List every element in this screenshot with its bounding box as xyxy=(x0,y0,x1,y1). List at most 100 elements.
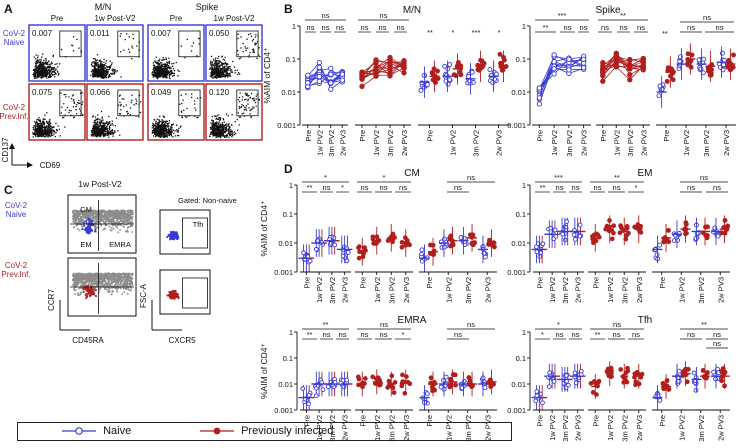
flow-event xyxy=(219,61,222,63)
flow-event xyxy=(119,95,121,97)
flow-event xyxy=(161,130,163,132)
flow-event xyxy=(172,75,174,77)
gray-event xyxy=(89,215,91,217)
flow-event xyxy=(37,74,40,76)
flow-event xyxy=(93,121,95,124)
flow-event xyxy=(212,124,214,126)
flow-event xyxy=(72,36,75,38)
flow-event xyxy=(95,134,97,136)
axis-arrow-x-head xyxy=(27,162,33,168)
sig-label: ns xyxy=(580,23,588,32)
flow-event xyxy=(157,132,160,134)
flow-event xyxy=(53,73,55,76)
flow-event xyxy=(101,74,103,77)
gray-event xyxy=(110,213,112,216)
flow-event xyxy=(219,119,222,121)
flow-event xyxy=(93,125,96,127)
flow-event xyxy=(38,132,40,135)
flow-event xyxy=(101,132,103,135)
flow-event xyxy=(124,38,126,41)
flow-event xyxy=(226,134,229,137)
flow-event xyxy=(157,135,160,137)
flow-event xyxy=(216,115,218,117)
flow-event xyxy=(101,69,103,71)
flow-event xyxy=(34,77,36,79)
flow-event xyxy=(35,123,37,126)
gray-event xyxy=(112,228,115,230)
flow-event xyxy=(105,121,107,124)
gray-event xyxy=(100,224,103,226)
gray-event xyxy=(131,231,133,233)
flow-event xyxy=(211,76,213,79)
flow-event xyxy=(220,75,222,77)
flow-event xyxy=(166,126,168,128)
gray-event xyxy=(73,221,76,224)
flow-event xyxy=(97,72,100,74)
flow-event xyxy=(157,122,159,124)
flow-event xyxy=(220,67,222,70)
flow-plot: 0.120 xyxy=(205,83,263,141)
flow-event xyxy=(155,134,157,136)
flow-event xyxy=(39,68,41,71)
x-tick-label: Pre xyxy=(358,130,367,142)
flow-event xyxy=(170,74,172,76)
flow-event xyxy=(40,124,42,127)
flow-event xyxy=(32,136,34,138)
flow-event xyxy=(245,109,247,111)
flow-event xyxy=(215,69,217,72)
flow-event xyxy=(156,73,158,75)
flow-event xyxy=(105,75,107,78)
flow-event xyxy=(71,95,74,97)
flow-event xyxy=(213,133,215,135)
flow-event xyxy=(97,75,99,77)
flow-event xyxy=(102,129,104,132)
flow-event xyxy=(53,131,56,133)
flow-event xyxy=(96,123,98,125)
flow-event xyxy=(226,68,228,70)
donor-line xyxy=(307,73,343,87)
flow-event xyxy=(40,131,42,133)
flow-event xyxy=(110,132,112,134)
flow-event xyxy=(104,71,106,73)
flow-event xyxy=(110,131,112,133)
flow-event xyxy=(111,120,113,122)
flow-event xyxy=(37,119,39,121)
flow-event xyxy=(177,129,179,132)
flow-event xyxy=(155,75,157,77)
flow-event xyxy=(35,120,38,122)
flow-event xyxy=(103,135,105,138)
flow-event xyxy=(221,63,223,65)
flow-event xyxy=(93,75,95,77)
flow-event xyxy=(41,127,44,129)
flow-event xyxy=(99,124,101,127)
flow-event xyxy=(129,114,131,116)
flow-event xyxy=(135,100,138,102)
gray-event xyxy=(90,216,93,218)
flow-event xyxy=(226,62,228,65)
flow-event xyxy=(164,63,166,65)
flow-event xyxy=(33,56,35,58)
flow-event xyxy=(216,130,218,132)
flow-event xyxy=(103,130,105,132)
flow-event xyxy=(163,116,165,118)
flow-event xyxy=(158,70,160,72)
flow-event xyxy=(229,133,232,135)
gate-frequency: 0.011 xyxy=(90,29,110,38)
flow-event xyxy=(160,75,162,77)
flow-event xyxy=(78,99,80,102)
gray-event xyxy=(106,213,108,216)
y-tick-label: 1 xyxy=(522,22,526,31)
flow-event xyxy=(156,68,158,70)
flow-event xyxy=(167,123,169,125)
flow-event xyxy=(103,131,105,133)
flow-event xyxy=(212,72,214,74)
flow-event xyxy=(224,69,227,71)
x-tick-label: 2w PV3 xyxy=(639,130,648,156)
gray-event xyxy=(109,221,112,224)
flow-event xyxy=(227,75,229,77)
flow-event xyxy=(253,51,255,53)
flow-event xyxy=(49,121,51,123)
flow-event xyxy=(82,114,84,116)
flow-event xyxy=(129,51,131,53)
flow-event xyxy=(46,71,48,73)
